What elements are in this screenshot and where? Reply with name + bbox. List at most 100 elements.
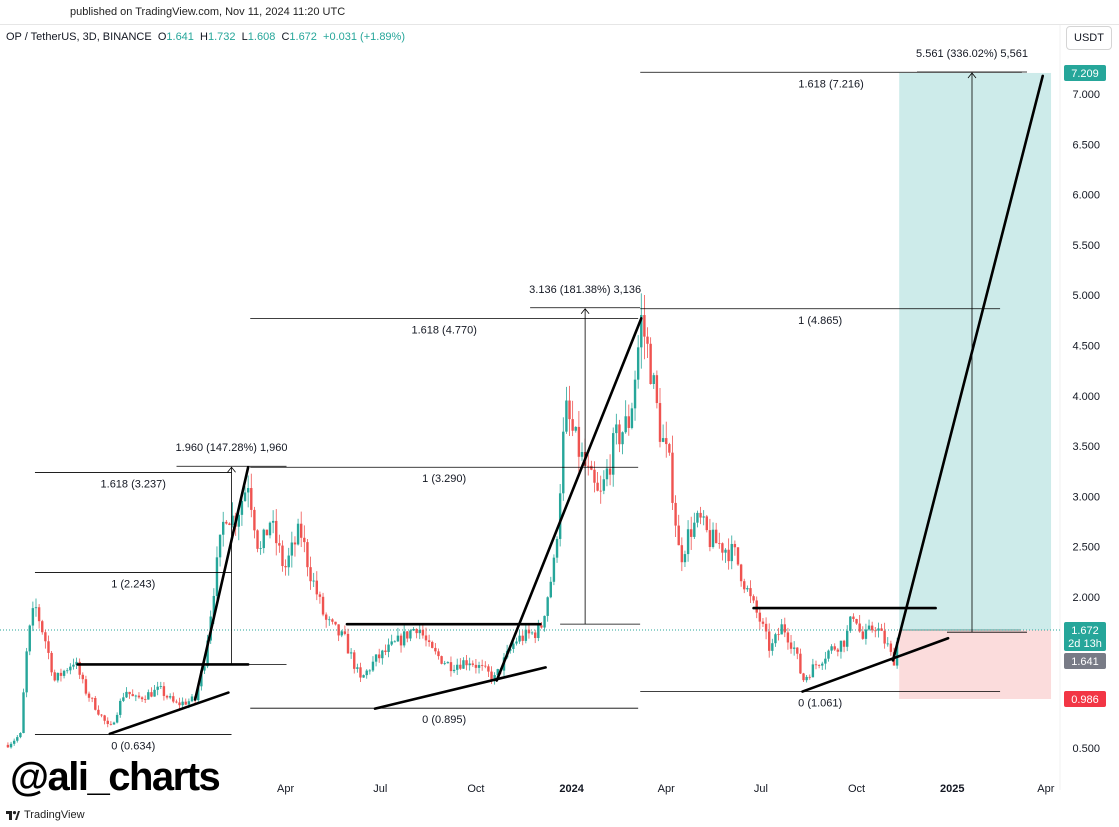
candle-body — [421, 629, 425, 636]
candle-body — [708, 530, 712, 548]
candle-body — [724, 549, 727, 553]
high-label: H — [200, 31, 208, 43]
candle-body — [296, 523, 300, 545]
low-value: 1.608 — [247, 31, 276, 43]
candle-body — [630, 408, 634, 428]
candle-body — [493, 675, 496, 680]
candle-body — [446, 662, 450, 664]
candle-body — [390, 641, 393, 645]
candle-body — [546, 597, 549, 616]
candle-body — [250, 488, 253, 510]
y-tick-label: 3.000 — [1072, 491, 1100, 503]
x-tick-label: 2024 — [559, 783, 584, 795]
measure-label: 1.960 (147.28%) 1,960 — [176, 442, 288, 454]
x-tick-label: Apr — [1037, 783, 1054, 795]
candle-body — [56, 672, 60, 681]
last-price-tag: 1.672 — [1071, 625, 1099, 637]
fib-level-label: 0 (0.634) — [111, 740, 155, 752]
candle-body — [218, 534, 222, 558]
candle-body — [69, 666, 72, 671]
tradingview-brand: TradingView — [24, 809, 85, 821]
candle-body — [487, 666, 490, 672]
candle-body — [246, 488, 250, 493]
candle-body — [309, 567, 312, 582]
candle-body — [824, 658, 827, 664]
candle-body — [109, 723, 113, 725]
candle-body — [371, 661, 375, 671]
candle-body — [37, 607, 41, 622]
candle-body — [28, 625, 31, 652]
candle-body — [743, 581, 746, 590]
candle-body — [496, 669, 499, 676]
candle-body — [240, 500, 244, 515]
candle-body — [175, 701, 178, 703]
candle-body — [587, 465, 590, 467]
candle-body — [618, 424, 621, 445]
candle-body — [303, 537, 306, 543]
candle-body — [290, 542, 294, 556]
currency-button[interactable]: USDT — [1066, 26, 1112, 50]
candle-body — [412, 629, 415, 631]
candle-body — [50, 652, 53, 673]
candle-body — [612, 433, 615, 475]
fib-level-label: 1 (3.290) — [422, 473, 466, 485]
chart-frame — [0, 24, 1119, 805]
open-price-tag: 1.641 — [1071, 656, 1099, 668]
measure-label: 3.136 (181.38%) 3,136 — [529, 284, 641, 296]
candle-body — [9, 743, 13, 748]
candle-body — [652, 375, 655, 385]
candle-body — [484, 665, 487, 667]
candle-body — [300, 523, 303, 538]
measure-label: 5.561 (336.02%) 5,561 — [916, 48, 1028, 60]
candle-body — [534, 632, 537, 638]
candle-body — [615, 424, 618, 434]
candle-body — [231, 515, 234, 525]
candle-body — [268, 522, 272, 536]
candle-body — [780, 624, 783, 635]
candle-body — [334, 621, 337, 625]
candle-body — [621, 432, 624, 445]
candle-body — [253, 509, 256, 531]
candle-body — [346, 633, 350, 654]
candle-body — [624, 416, 627, 433]
candle-body — [571, 419, 574, 431]
y-tick-label: 7.000 — [1072, 89, 1100, 101]
fib-level-label: 0 (1.061) — [798, 697, 842, 709]
candle-body — [243, 492, 247, 501]
candle-body — [527, 629, 531, 634]
candle-body — [758, 612, 762, 622]
candle-body — [284, 566, 287, 568]
published-caption: published on TradingView.com, Nov 11, 20… — [70, 6, 346, 18]
candle-body — [100, 714, 103, 716]
candle-body — [278, 543, 281, 546]
candle-body — [827, 650, 830, 659]
high-value: 1.732 — [208, 31, 236, 43]
candle-body — [636, 347, 640, 380]
candle-body — [480, 665, 484, 666]
candle-body — [147, 692, 150, 700]
candle-body — [811, 664, 815, 678]
candle-body — [262, 529, 265, 549]
candle-body — [633, 379, 637, 409]
candle-body — [602, 479, 606, 491]
candle-body — [22, 692, 25, 734]
target-price-tag-bg — [1064, 64, 1106, 81]
candles — [6, 293, 899, 749]
candle-body — [399, 635, 403, 646]
candle-body — [190, 696, 194, 702]
candle-body — [471, 663, 474, 665]
candle-body — [661, 438, 665, 442]
candle-body — [437, 651, 440, 657]
tradingview-icon — [6, 810, 20, 820]
close-label: C — [281, 31, 290, 43]
candle-body — [153, 689, 156, 697]
y-tick-label: 6.500 — [1072, 139, 1100, 151]
candle-body — [530, 632, 534, 634]
candle-body — [846, 630, 849, 647]
candle-body — [165, 695, 169, 698]
y-tick-label: 5.500 — [1072, 240, 1100, 252]
candle-body — [540, 625, 543, 628]
symbol-name[interactable]: OP / TetherUS, 3D, BINANCE — [6, 31, 152, 43]
candle-body — [864, 629, 868, 639]
